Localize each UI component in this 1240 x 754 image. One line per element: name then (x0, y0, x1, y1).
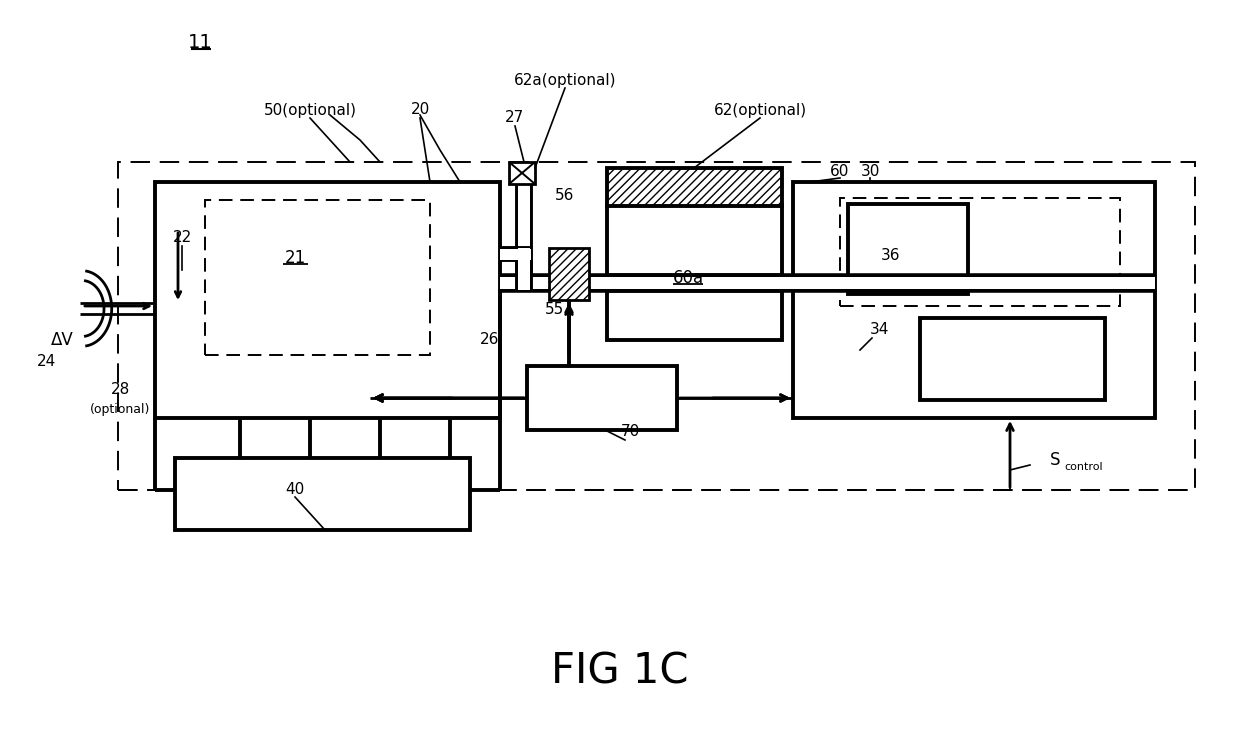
Text: 30: 30 (861, 164, 879, 179)
Bar (527, 366, 677, 430)
Text: 11: 11 (187, 32, 212, 51)
Bar (118, 162, 1195, 490)
Text: 36: 36 (880, 249, 900, 263)
Text: (optional): (optional) (89, 403, 150, 416)
Text: 28: 28 (110, 382, 130, 397)
Bar (549, 248, 589, 300)
Text: 55: 55 (546, 302, 564, 317)
Bar (608, 205, 782, 340)
Text: 62a(optional): 62a(optional) (513, 72, 616, 87)
Bar (175, 458, 470, 530)
Text: control: control (1064, 462, 1102, 472)
Bar (518, 162, 529, 290)
Text: 50(optional): 50(optional) (263, 103, 357, 118)
Text: ΔV: ΔV (51, 331, 73, 349)
Bar (920, 318, 1105, 400)
Bar (500, 249, 531, 260)
Bar (500, 277, 1154, 289)
Bar (608, 277, 782, 289)
Text: 40: 40 (285, 483, 305, 498)
Text: S: S (1050, 451, 1060, 469)
Bar (508, 162, 534, 184)
Text: FIG 1C: FIG 1C (552, 651, 688, 693)
Bar (155, 182, 500, 418)
Bar (205, 200, 430, 355)
Text: 56: 56 (556, 188, 574, 204)
Text: 62(optional): 62(optional) (713, 103, 806, 118)
Text: 26: 26 (480, 333, 500, 348)
Text: 70: 70 (620, 425, 640, 440)
Text: 20: 20 (410, 103, 429, 118)
Text: 60a: 60a (672, 269, 703, 287)
Bar (794, 182, 1154, 418)
Text: 21: 21 (284, 249, 305, 267)
Bar (608, 168, 782, 206)
Text: 27: 27 (506, 111, 525, 125)
Bar (518, 248, 529, 276)
Bar (848, 204, 968, 294)
Text: 22: 22 (172, 231, 192, 246)
Text: 60: 60 (831, 164, 849, 179)
Text: 34: 34 (870, 323, 889, 338)
Bar (839, 198, 1120, 306)
Text: 24: 24 (37, 354, 57, 369)
